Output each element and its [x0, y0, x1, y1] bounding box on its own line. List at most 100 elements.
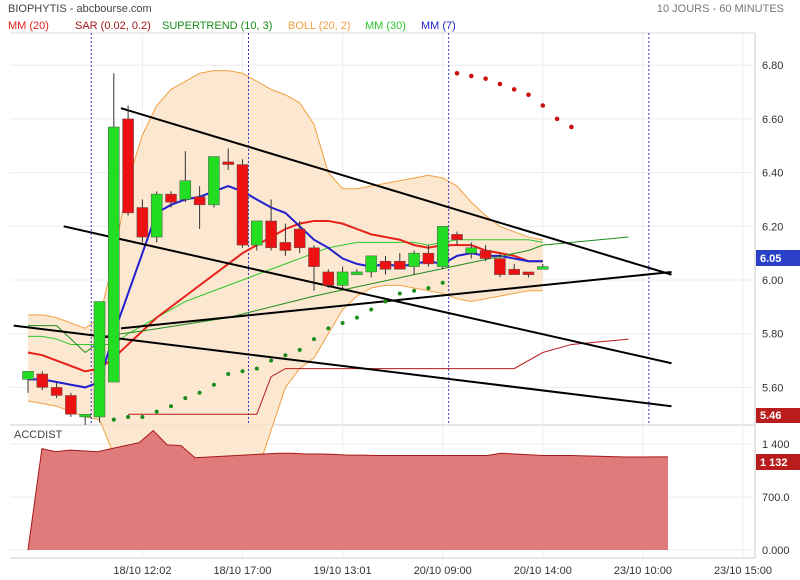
supertrend-line [28, 236, 629, 354]
legend-mm30[interactable]: MM (30) [365, 20, 406, 32]
trendline [13, 324, 672, 408]
candle-up [251, 220, 263, 246]
sar-dot-above [554, 116, 560, 122]
low-price-badge [756, 408, 800, 423]
accdist-value-text: 1 132 [760, 457, 788, 469]
candle-up [336, 271, 349, 286]
candle-up [365, 255, 377, 273]
x-tick-label: 18/10 17:00 [213, 565, 271, 577]
candle-down [36, 373, 49, 388]
sar-dot-above [497, 81, 503, 87]
candle-up [436, 226, 449, 267]
candle-up [208, 156, 220, 206]
sar-dot-below [111, 417, 116, 422]
stop-line [128, 338, 629, 415]
y-tick-price: 5.60 [762, 382, 783, 394]
candle-down [293, 228, 306, 249]
x-tick-label: 20/10 14:00 [514, 565, 572, 577]
sar-dot-below [312, 337, 316, 342]
trendline [120, 107, 672, 276]
sar-dot-below [254, 366, 259, 371]
y-tick-price: 6.20 [762, 221, 783, 233]
trendline [120, 270, 672, 330]
x-tick-label: 23/10 10:00 [614, 565, 672, 577]
sar-dot-below [412, 288, 417, 293]
sar-dot-above [511, 87, 517, 92]
candle-down [279, 242, 292, 251]
accdist-line [27, 429, 668, 551]
candle-up [537, 266, 549, 270]
sar-dot-below [340, 320, 345, 325]
candle-down [308, 247, 320, 267]
candle-up [93, 301, 106, 418]
candle-down [422, 252, 435, 265]
bollinger-band-fill [28, 70, 543, 546]
candle-up [351, 271, 363, 275]
sar-dot-below [197, 390, 202, 395]
legend-sar[interactable]: SAR (0.02, 0.2) [75, 20, 151, 32]
candle-up [150, 193, 163, 238]
low-price-text: 5.46 [760, 410, 781, 422]
stock-name: BIOPHYTIS - abcbourse.com [8, 3, 152, 15]
candle-down [322, 271, 335, 286]
sar-dot-below [369, 307, 374, 312]
candle-down [494, 258, 506, 275]
candle-up [179, 180, 192, 200]
candle-down [50, 387, 63, 396]
legend-boll[interactable]: BOLL (20, 2) [288, 20, 351, 32]
candle-down [265, 220, 277, 249]
legend-mm20[interactable]: MM (20) [8, 20, 49, 32]
legend-supertrend[interactable]: SUPERTREND (10, 3) [162, 20, 273, 32]
sar-dot-below [297, 347, 302, 352]
sar-dot-below [383, 299, 388, 304]
x-tick-label: 20/10 09:00 [414, 565, 472, 577]
sar-dot-below [169, 404, 173, 409]
last-price-badge [756, 250, 800, 266]
x-tick-label: 18/10 12:02 [113, 565, 171, 577]
candle-down [451, 234, 463, 240]
candle-down [394, 260, 406, 270]
sar-dot-below [211, 382, 216, 387]
y-tick-price: 6.40 [762, 168, 783, 180]
candle-down [508, 269, 520, 275]
candle-down [136, 207, 149, 238]
sar-dot-below [354, 315, 359, 320]
sar-dot-above [469, 73, 474, 79]
legend-mm7[interactable]: MM (7) [421, 20, 456, 32]
accdist-area [28, 430, 668, 550]
x-tick-label: 19/10 13:01 [314, 565, 372, 577]
sar-dot-below [397, 291, 402, 296]
y-tick-price: 6.60 [762, 114, 783, 126]
y-tick-accdist: 0.000 [762, 545, 790, 557]
sar-dot-below [283, 353, 288, 358]
candle-up [79, 414, 91, 418]
candle-down [122, 118, 134, 214]
sar-dot-below [126, 414, 131, 419]
y-tick-accdist: 700.0 [762, 492, 790, 504]
y-tick-price: 5.80 [762, 329, 783, 341]
candle-down [522, 271, 535, 275]
candle-down [379, 260, 392, 270]
sar-dot-below [226, 371, 231, 376]
candle-down [65, 395, 77, 415]
accdist-badge [756, 454, 800, 470]
accdist-title: ACCDIST [14, 429, 63, 441]
sar-dot-below [269, 358, 274, 363]
sar-dot-above [454, 70, 460, 76]
candle-down [222, 161, 234, 165]
sar-dot-below [140, 414, 145, 419]
y-tick-price: 6.80 [762, 60, 783, 72]
sar-dot-below [183, 396, 188, 401]
candle-up [22, 371, 34, 380]
candle-up [408, 252, 420, 267]
x-tick-label: 23/10 15:00 [714, 565, 772, 577]
sar-dot-above [483, 76, 488, 81]
y-tick-price: 6.00 [762, 275, 783, 287]
sar-dot-below [154, 409, 159, 414]
candle-up [108, 126, 120, 383]
trendline [63, 225, 672, 365]
sar-dot-above [540, 103, 546, 108]
sar-dot-below [440, 280, 445, 285]
y-tick-accdist: 1 400 [762, 439, 790, 451]
